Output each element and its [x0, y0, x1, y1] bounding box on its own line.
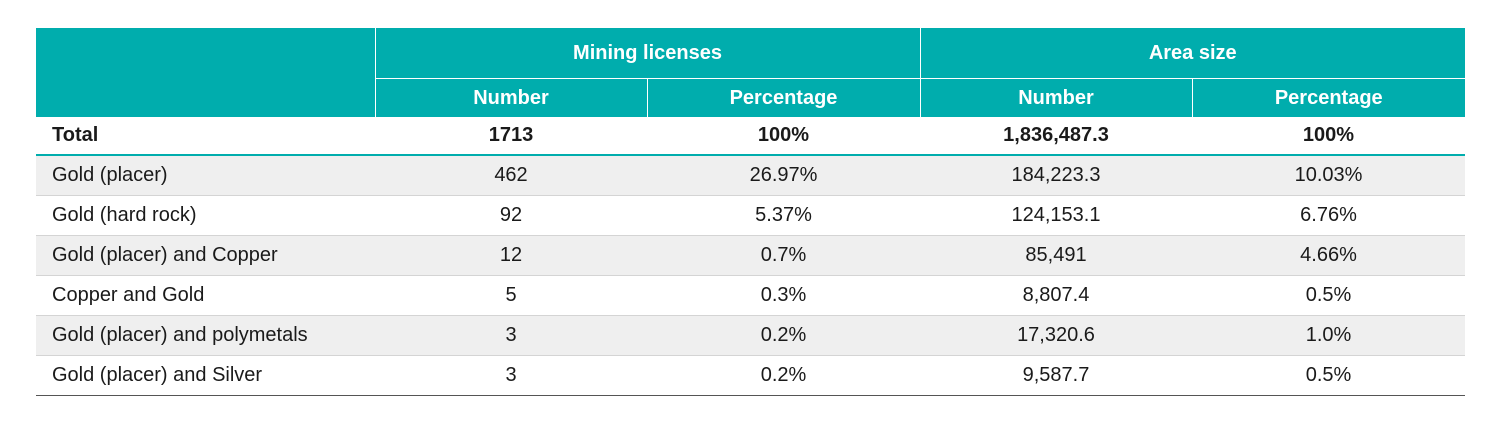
data-table-container: Mining licenses Area size Number Percent… — [36, 28, 1465, 396]
sub-header-area-percentage: Percentage — [1191, 78, 1465, 117]
cell-licenses-number: 462 — [375, 155, 647, 196]
row-label: Gold (placer) — [36, 155, 375, 196]
cell-licenses-percentage: 0.3% — [647, 275, 920, 316]
group-header-mining-licenses: Mining licenses — [374, 28, 920, 79]
cell-area-number: 124,153.1 — [920, 195, 1192, 236]
table-row: Gold (placer) and polymetals 3 0.2% 17,3… — [36, 315, 1465, 356]
cell-area-number: 85,491 — [920, 235, 1192, 276]
cell-licenses-percentage: 5.37% — [647, 195, 920, 236]
sub-header-area-number: Number — [919, 78, 1192, 117]
sub-header-licenses-percentage: Percentage — [646, 78, 920, 117]
cell-licenses-percentage: 0.7% — [647, 235, 920, 276]
cell-licenses-number: 3 — [375, 315, 647, 356]
cell-licenses-number: 12 — [375, 235, 647, 276]
table-row: Copper and Gold 5 0.3% 8,807.4 0.5% — [36, 275, 1465, 316]
cell-licenses-percentage: 0.2% — [647, 355, 920, 396]
cell-area-percentage: 100% — [1192, 117, 1465, 156]
cell-licenses-percentage: 0.2% — [647, 315, 920, 356]
cell-licenses-number: 1713 — [375, 117, 647, 156]
group-header-row: Mining licenses Area size — [36, 28, 1465, 117]
cell-licenses-percentage: 100% — [647, 117, 920, 156]
table-header: Mining licenses Area size Number Percent… — [36, 28, 1465, 117]
cell-licenses-number: 3 — [375, 355, 647, 396]
sub-header-row: Number Percentage Number Percentage — [36, 78, 1465, 117]
row-label: Gold (placer) and Silver — [36, 355, 375, 396]
cell-area-percentage: 1.0% — [1192, 315, 1465, 356]
group-header-area-size: Area size — [919, 28, 1465, 79]
table-row: Gold (hard rock) 92 5.37% 124,153.1 6.76… — [36, 195, 1465, 236]
cell-area-percentage: 10.03% — [1192, 155, 1465, 196]
row-label: Copper and Gold — [36, 275, 375, 316]
corner-header-cell — [36, 28, 375, 117]
row-label: Gold (placer) and polymetals — [36, 315, 375, 356]
cell-area-percentage: 0.5% — [1192, 355, 1465, 396]
cell-area-number: 9,587.7 — [920, 355, 1192, 396]
table-row: Gold (placer) and Silver 3 0.2% 9,587.7 … — [36, 355, 1465, 396]
row-label: Gold (placer) and Copper — [36, 235, 375, 276]
cell-area-percentage: 0.5% — [1192, 275, 1465, 316]
total-row: Total 1713 100% 1,836,487.3 100% — [36, 117, 1465, 156]
cell-area-number: 184,223.3 — [920, 155, 1192, 196]
sub-header-licenses-number: Number — [374, 78, 647, 117]
cell-area-number: 8,807.4 — [920, 275, 1192, 316]
cell-area-percentage: 4.66% — [1192, 235, 1465, 276]
mining-licenses-table: Mining licenses Area size Number Percent… — [36, 28, 1465, 396]
cell-licenses-number: 92 — [375, 195, 647, 236]
cell-licenses-percentage: 26.97% — [647, 155, 920, 196]
cell-area-number: 1,836,487.3 — [920, 117, 1192, 156]
cell-licenses-number: 5 — [375, 275, 647, 316]
table-row: Gold (placer) and Copper 12 0.7% 85,491 … — [36, 235, 1465, 276]
table-row: Gold (placer) 462 26.97% 184,223.3 10.03… — [36, 155, 1465, 196]
row-label: Total — [36, 117, 375, 156]
cell-area-percentage: 6.76% — [1192, 195, 1465, 236]
row-label: Gold (hard rock) — [36, 195, 375, 236]
cell-area-number: 17,320.6 — [920, 315, 1192, 356]
table-body: Total 1713 100% 1,836,487.3 100% Gold (p… — [36, 117, 1465, 396]
